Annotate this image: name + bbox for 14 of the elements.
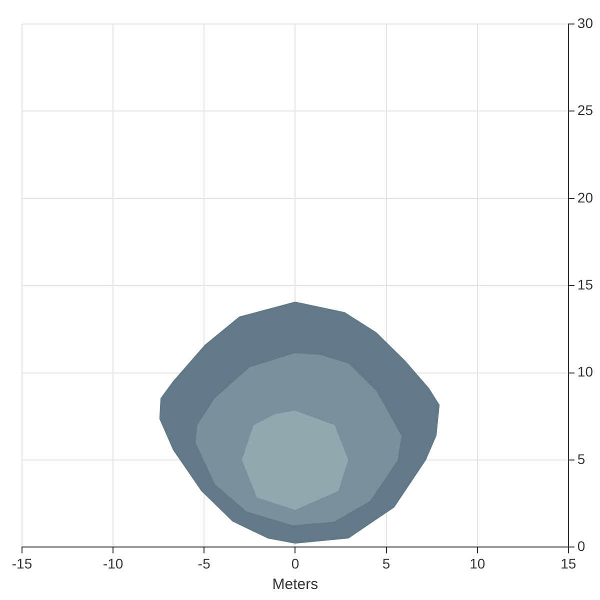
y-tick-label: 20	[577, 189, 594, 206]
y-tick-label: 30	[577, 14, 594, 31]
x-tick-label: -10	[102, 555, 124, 572]
y-tick-label: 10	[577, 364, 594, 380]
y-tick-label: 25	[577, 102, 594, 118]
x-tick-label: -5	[198, 555, 211, 572]
x-axis-title: Meters	[272, 576, 318, 594]
y-tick-label: 5	[577, 450, 586, 467]
x-tick-label: 0	[291, 555, 300, 572]
x-tick-label: 5	[382, 555, 390, 572]
y-tick-label: 0	[577, 538, 586, 554]
x-tick-label: 10	[470, 555, 486, 572]
y-tick-label: 15	[577, 276, 594, 292]
x-tick-label: -15	[12, 555, 32, 572]
